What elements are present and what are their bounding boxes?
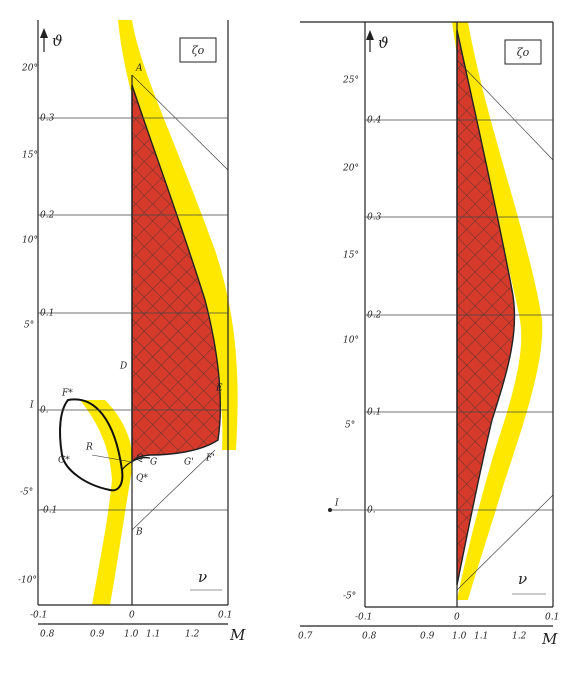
arrow-head: [40, 28, 48, 38]
label-box: [179, 37, 217, 63]
m-label: 1.0: [124, 630, 139, 640]
point-label: R: [85, 443, 93, 453]
m-label: 0.9: [420, 632, 435, 642]
y-label: 15°: [22, 151, 38, 161]
grid-label: 0.1: [40, 309, 54, 319]
m-label: 0.8: [362, 632, 377, 642]
y-label: 25°: [342, 76, 359, 86]
point-label: F': [205, 454, 215, 464]
y-label: I: [29, 401, 34, 411]
diagonal-line: [91, 454, 133, 463]
diagonal-line: [456, 494, 554, 591]
y-label: 10°: [343, 336, 359, 346]
point-label: G': [184, 458, 194, 468]
nu-label: 0: [129, 611, 135, 621]
point-label: Q: [136, 454, 144, 464]
hatching: [132, 85, 221, 462]
yellow-band: [80, 400, 133, 605]
m-label: 1.2: [185, 630, 200, 640]
m-label: 1.2: [512, 632, 527, 642]
y-label: 20°: [342, 164, 359, 174]
nu-symbol: ν: [198, 568, 207, 586]
m-symbol: M: [229, 626, 246, 644]
axis-symbol: ϑ: [378, 34, 389, 52]
box-label: ζo: [517, 46, 530, 59]
m-label: 1.1: [474, 632, 488, 642]
loop-curve: [59, 398, 124, 492]
m-symbol: M: [541, 630, 558, 648]
diagonal-line: [131, 74, 229, 171]
lower-curve: [121, 457, 151, 471]
arrow-head: [366, 30, 374, 40]
nu-label: -0.1: [355, 613, 372, 623]
point-label: G: [150, 458, 157, 468]
m-label: 0.8: [40, 630, 55, 640]
point-label: B: [135, 528, 143, 538]
diagonal-line: [456, 59, 554, 161]
m-label: 0.9: [90, 630, 105, 640]
point-label: E: [215, 384, 223, 394]
right-panel: ϑ ζo 25° 20° 15° 10° 5° -5° 0.4 0.3 0.2 …: [298, 21, 559, 648]
y-label: 5°: [24, 321, 34, 331]
diagonal-line: [131, 449, 216, 531]
y-label: -10°: [18, 576, 37, 586]
y-label: -5°: [20, 488, 33, 498]
box-label: ζo: [192, 44, 205, 57]
hatching: [457, 30, 515, 585]
grid-label: 0.3: [40, 114, 55, 124]
grid-label: -0.1: [40, 506, 57, 516]
y-label: 5°: [345, 421, 355, 431]
point-label: Q*: [136, 474, 148, 484]
point-label: F*: [61, 389, 73, 399]
grid-label: 0.1: [367, 408, 381, 418]
grid-label: 0.2: [367, 311, 382, 321]
grid-label: 0.: [40, 406, 49, 416]
nu-label: 0.1: [218, 611, 232, 621]
label-box: [504, 39, 542, 65]
grid-label: 0.4: [367, 116, 382, 126]
m-label: 1.0: [452, 632, 467, 642]
point-marker: [328, 508, 332, 512]
m-label: 1.1: [146, 630, 160, 640]
grid-label: 0.: [367, 506, 376, 516]
nu-label: -0.1: [30, 611, 47, 621]
nu-symbol: ν: [518, 570, 527, 588]
yellow-band: [452, 22, 543, 600]
left-panel: ϑ ζo 20° 15° 10° 5° I -5° -10° 0.3 0.2 0…: [18, 20, 246, 644]
yellow-band: [118, 20, 238, 450]
grid-label: 0.2: [40, 211, 55, 221]
point-label: D: [119, 362, 127, 372]
y-label: -5°: [343, 592, 356, 602]
grid-label: 0.3: [367, 213, 382, 223]
nu-label: 0: [454, 613, 460, 623]
axis-symbol: ϑ: [52, 32, 63, 50]
m-label: 0.7: [298, 632, 313, 642]
y-label: 10°: [22, 236, 38, 246]
nu-label: 0.1: [545, 613, 559, 623]
point-label: A: [135, 64, 143, 74]
point-label: G*: [58, 456, 70, 466]
point-label: I: [334, 499, 339, 509]
y-label: 20°: [21, 64, 38, 74]
y-label: 15°: [343, 251, 359, 261]
